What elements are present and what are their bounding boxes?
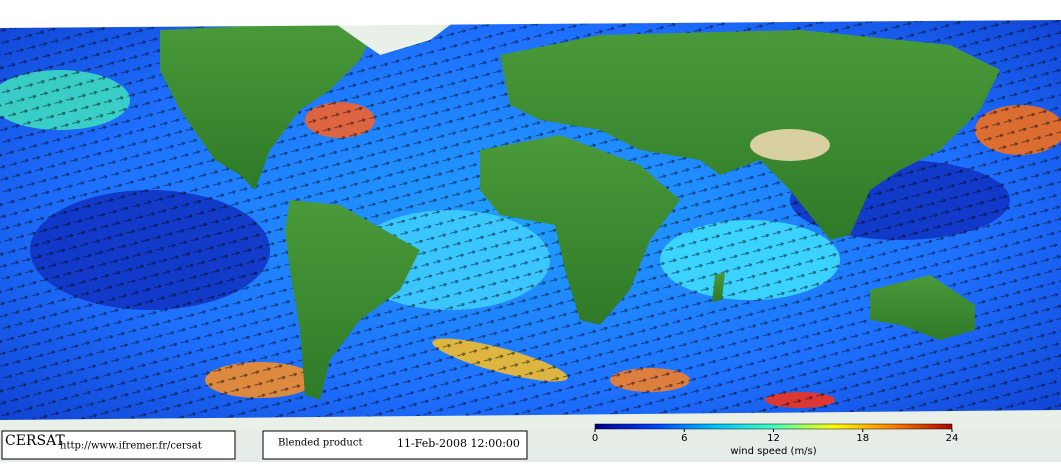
colorbar-tick-label: 24 xyxy=(946,433,959,444)
colorbar-label: wind speed (m/s) xyxy=(730,446,816,457)
credit-box xyxy=(1,430,236,460)
credit-url[interactable]: http://www.ifremer.fr/cersat xyxy=(60,441,202,452)
product-name: Blended product xyxy=(278,438,362,449)
product-box xyxy=(262,430,528,460)
colorbar-tick-label: 6 xyxy=(681,433,687,444)
colorbar-tick-label: 0 xyxy=(592,433,598,444)
colorbar-bar xyxy=(594,423,953,430)
colorbar-tick-label: 18 xyxy=(856,433,869,444)
colorbar-tick-label: 12 xyxy=(767,433,780,444)
map-area xyxy=(0,0,1061,430)
colorbar: 0 6 12 18 24 wind speed (m/s) xyxy=(592,423,959,457)
footer: CERSAT http://www.ifremer.fr/cersat Blen… xyxy=(0,423,1061,462)
credit-name: CERSAT xyxy=(5,433,65,449)
product-date: 11-Feb-2008 12:00:00 xyxy=(397,437,520,450)
